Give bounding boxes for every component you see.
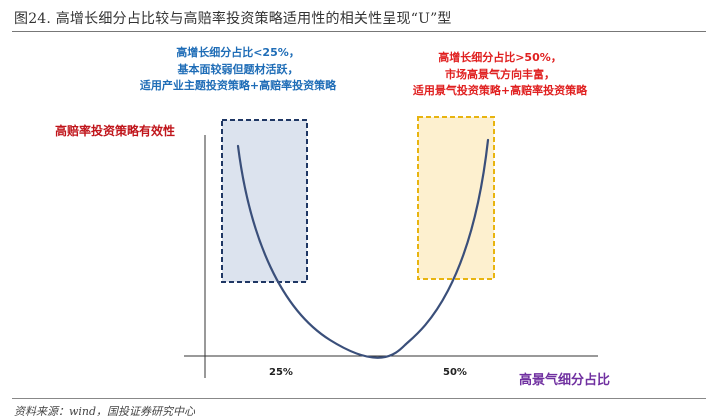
x-axis-label: 高景气细分占比 xyxy=(519,373,611,388)
left-annotation-line-2: 基本面较弱但题材活跃， xyxy=(177,62,299,76)
left-region-annotation: 高增长细分占比<25%， 基本面较弱但题材活跃， 适用产业主题投资策略+高赔率投… xyxy=(108,45,368,95)
right-region-box xyxy=(417,116,495,280)
figure-title: 图24. 高增长细分占比较与高赔率投资策略适用性的相关性呈现“U”型 xyxy=(14,11,452,27)
right-region-annotation: 高增长细分占比>50%， 市场高景气方向丰富， 适用景气投资策略+高赔率投资策略 xyxy=(365,50,635,100)
x-tick-label-50: 50% xyxy=(443,367,467,378)
right-annotation-line-3: 适用景气投资策略+高赔率投资策略 xyxy=(412,84,588,97)
right-annotation-line-1: 高增长细分占比>50%， xyxy=(438,51,562,64)
bottom-divider xyxy=(12,398,706,399)
right-annotation-line-2: 市场高景气方向丰富， xyxy=(445,67,555,81)
y-axis-label: 高赔率投资策略有效性 xyxy=(55,124,176,138)
left-region-box xyxy=(221,119,308,283)
title-divider xyxy=(12,31,706,32)
x-tick-label-25: 25% xyxy=(269,367,293,378)
source-note: 资料来源：wind，国投证券研究中心 xyxy=(14,405,196,418)
left-annotation-line-1: 高增长细分占比<25%， xyxy=(176,46,300,59)
u-curve xyxy=(236,138,490,359)
left-annotation-line-3: 适用产业主题投资策略+高赔率投资策略 xyxy=(139,79,337,92)
